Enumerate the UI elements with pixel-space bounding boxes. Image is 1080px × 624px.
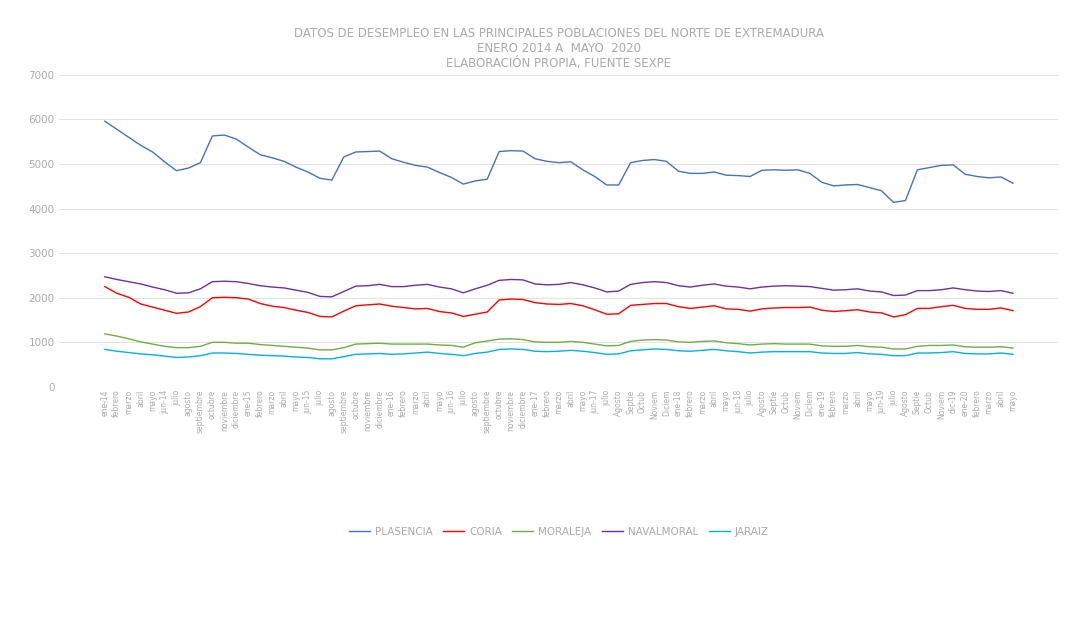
Line: MORALEJA: MORALEJA bbox=[105, 334, 1013, 350]
Legend: PLASENCIA, CORIA, MORALEJA, NAVALMORAL, JARAIZ: PLASENCIA, CORIA, MORALEJA, NAVALMORAL, … bbox=[345, 523, 773, 542]
JARAIZ bbox=[516, 346, 529, 353]
Title: DATOS DE DESEMPLEO EN LAS PRINCIPALES POBLACIONES DEL NORTE DE EXTREMADURA
ENERO: DATOS DE DESEMPLEO EN LAS PRINCIPALES PO… bbox=[294, 27, 824, 69]
PLASENCIA bbox=[397, 158, 410, 166]
MORALEJA bbox=[278, 343, 291, 350]
NAVALMORAL bbox=[421, 281, 434, 288]
NAVALMORAL bbox=[409, 281, 422, 289]
CORIA bbox=[409, 305, 422, 313]
NAVALMORAL bbox=[612, 287, 625, 295]
CORIA bbox=[481, 308, 494, 316]
MORALEJA bbox=[504, 335, 517, 343]
CORIA bbox=[421, 305, 434, 312]
MORALEJA bbox=[612, 342, 625, 349]
MORALEJA bbox=[98, 330, 111, 338]
JARAIZ bbox=[98, 346, 111, 353]
NAVALMORAL bbox=[98, 273, 111, 281]
Line: CORIA: CORIA bbox=[105, 286, 1013, 317]
Line: PLASENCIA: PLASENCIA bbox=[105, 121, 1013, 202]
MORALEJA bbox=[1007, 344, 1020, 352]
PLASENCIA bbox=[492, 148, 505, 155]
NAVALMORAL bbox=[278, 284, 291, 291]
JARAIZ bbox=[1007, 351, 1020, 358]
PLASENCIA bbox=[98, 117, 111, 125]
JARAIZ bbox=[624, 347, 637, 354]
CORIA bbox=[504, 295, 517, 303]
CORIA bbox=[1007, 307, 1020, 314]
NAVALMORAL bbox=[481, 281, 494, 289]
Line: NAVALMORAL: NAVALMORAL bbox=[105, 277, 1013, 297]
JARAIZ bbox=[313, 355, 326, 363]
NAVALMORAL bbox=[1007, 290, 1020, 297]
JARAIZ bbox=[481, 348, 494, 356]
PLASENCIA bbox=[887, 198, 900, 206]
MORALEJA bbox=[409, 340, 422, 348]
JARAIZ bbox=[278, 353, 291, 360]
JARAIZ bbox=[504, 345, 517, 353]
Line: JARAIZ: JARAIZ bbox=[105, 349, 1013, 359]
MORALEJA bbox=[421, 340, 434, 348]
CORIA bbox=[98, 283, 111, 290]
NAVALMORAL bbox=[504, 276, 517, 283]
CORIA bbox=[612, 310, 625, 318]
JARAIZ bbox=[421, 348, 434, 356]
CORIA bbox=[325, 313, 338, 321]
MORALEJA bbox=[481, 337, 494, 344]
NAVALMORAL bbox=[325, 293, 338, 301]
CORIA bbox=[278, 304, 291, 311]
MORALEJA bbox=[313, 346, 326, 354]
PLASENCIA bbox=[469, 177, 482, 185]
PLASENCIA bbox=[600, 181, 613, 188]
PLASENCIA bbox=[278, 158, 291, 165]
PLASENCIA bbox=[1007, 180, 1020, 187]
JARAIZ bbox=[409, 349, 422, 357]
PLASENCIA bbox=[409, 162, 422, 169]
